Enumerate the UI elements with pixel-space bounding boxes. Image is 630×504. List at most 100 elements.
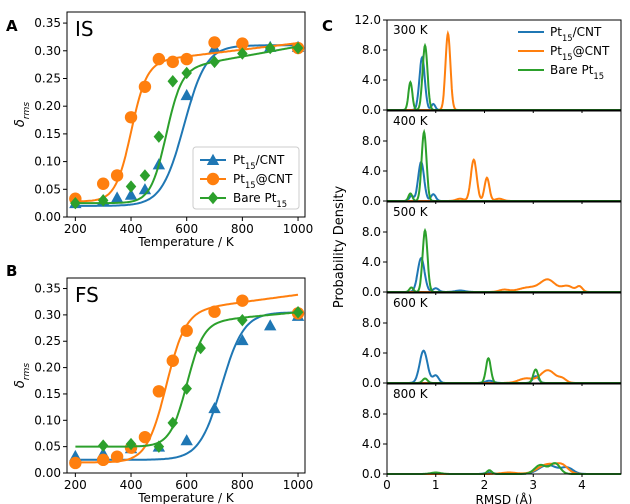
panel-b-data-point bbox=[69, 456, 82, 470]
panel-a-data-point bbox=[138, 80, 152, 93]
rmsd-y-tick-label: 0.0 bbox=[362, 194, 381, 208]
rmsd-temperature-label: 400 K bbox=[393, 114, 429, 128]
rmsd-panel-frame bbox=[386, 110, 622, 202]
panel-a-x-tick-label: 200 bbox=[64, 222, 87, 236]
panel-b-y-tick-label: 0.00 bbox=[34, 466, 61, 480]
panel-b-data-point bbox=[138, 430, 152, 444]
rmsd-y-tick-label: 8.0 bbox=[362, 134, 381, 148]
rmsd-curve bbox=[387, 128, 621, 202]
panel-a-data-point bbox=[70, 196, 81, 210]
panel-b-data-point bbox=[264, 319, 277, 331]
panel-a-data-point bbox=[292, 41, 304, 55]
panel-b-data-point bbox=[153, 440, 165, 453]
panel-b-data-point bbox=[237, 313, 248, 327]
panel-b-data-point bbox=[97, 439, 109, 452]
panel-b-data-point bbox=[208, 305, 221, 318]
rmsd-y-axis-label: Probability Density bbox=[332, 186, 347, 309]
rmsd-x-tick-label: 2 bbox=[481, 478, 489, 492]
rmsd-temperature-label: 300 K bbox=[393, 23, 429, 37]
rmsd-temperature-label: 600 K bbox=[393, 296, 429, 310]
panel-a-y-axis-label: δrms bbox=[13, 102, 32, 128]
panel-b-x-axis-label: Temperature / K bbox=[137, 491, 235, 504]
panel-a-y-tick-label: 0.05 bbox=[34, 182, 61, 196]
panel-a-x-tick-label: 800 bbox=[231, 222, 254, 236]
panel-b-frame bbox=[66, 277, 306, 474]
panel-b-y-tick-label: 0.30 bbox=[34, 308, 61, 322]
rmsd-panel-frame bbox=[386, 292, 622, 384]
panel-b-data-point bbox=[208, 401, 221, 414]
rmsd-curve bbox=[387, 349, 621, 384]
rmsd-curve bbox=[387, 462, 621, 475]
panel-a-inner-title: IS bbox=[75, 17, 94, 41]
panel-a-data-point bbox=[264, 41, 276, 55]
legend-label: Pt15/CNT bbox=[233, 153, 285, 171]
panel-b-data-point bbox=[236, 333, 249, 346]
rmsd-y-tick-label: 0.0 bbox=[362, 103, 381, 117]
legend-label: Pt15@CNT bbox=[233, 172, 293, 190]
rmsd-legend-label: Bare Pt15 bbox=[550, 63, 604, 81]
panel-b-data-point bbox=[236, 294, 249, 307]
panel-a-data-point bbox=[97, 194, 109, 207]
legend-marker bbox=[207, 191, 219, 205]
rmsd-x-tick-label: 4 bbox=[578, 478, 586, 492]
panel-a-data-point bbox=[125, 180, 137, 193]
rmsd-y-tick-label: 8.0 bbox=[362, 407, 381, 421]
panel-b-data-point bbox=[180, 434, 193, 446]
panel-a-frame bbox=[66, 11, 306, 218]
rmsd-curve bbox=[387, 357, 621, 384]
panel-b-y-tick-label: 0.20 bbox=[34, 361, 61, 375]
rmsd-legend-label: Pt15@CNT bbox=[550, 44, 610, 62]
panel-a-data-point bbox=[96, 177, 110, 190]
panel-a-data-point bbox=[209, 55, 220, 69]
panel-a-data-point bbox=[152, 52, 166, 66]
legend-marker bbox=[206, 153, 220, 165]
panel-b-y-tick-label: 0.25 bbox=[34, 334, 61, 348]
panel-a-fit-curve bbox=[75, 44, 298, 207]
rmsd-curve bbox=[387, 160, 621, 202]
panel-b-x-tick-label: 600 bbox=[175, 478, 198, 492]
panel-a-y-tick-label: 0.15 bbox=[34, 127, 61, 141]
panel-a-data-point bbox=[167, 75, 179, 88]
legend-box bbox=[192, 146, 300, 210]
panel-a-data-point bbox=[166, 55, 179, 69]
panel-a-data-point bbox=[236, 37, 249, 50]
panel-a-data-point bbox=[139, 169, 151, 182]
panel-a-x-axis-label: Temperature / K bbox=[137, 235, 235, 249]
panel-a-data-point bbox=[124, 188, 138, 200]
panel-a-x-tick-label: 400 bbox=[120, 222, 143, 236]
rmsd-temperature-label: 500 K bbox=[393, 205, 429, 219]
panel-a-data-point bbox=[237, 47, 248, 60]
rmsd-x-tick-label: 3 bbox=[529, 478, 537, 492]
panel-a-y-tick-label: 0.10 bbox=[34, 155, 61, 169]
rmsd-y-tick-label: 4.0 bbox=[362, 346, 381, 360]
panel-a-data-point bbox=[180, 52, 193, 66]
legend-marker bbox=[206, 172, 220, 186]
rmsd-y-tick-label: 4.0 bbox=[362, 164, 381, 178]
rmsd-y-tick-label: 0.0 bbox=[362, 376, 381, 390]
panel-b-data-point bbox=[96, 453, 110, 467]
panel-b-data-point bbox=[180, 324, 193, 337]
panel-b-x-tick-label: 400 bbox=[120, 478, 143, 492]
panel-b-data-point bbox=[195, 341, 206, 355]
panel-b-data-point bbox=[152, 385, 166, 398]
panel-b-data-point bbox=[181, 382, 192, 395]
rmsd-y-tick-label: 0.0 bbox=[362, 285, 381, 299]
panel-a-data-point bbox=[110, 169, 124, 182]
panel-b-data-point bbox=[166, 354, 179, 367]
panel-a-x-tick-label: 1000 bbox=[283, 222, 314, 236]
panel-b-data-point bbox=[125, 437, 137, 451]
panel-a-y-tick-label: 0.25 bbox=[34, 71, 61, 85]
panel-a-data-point bbox=[110, 191, 124, 203]
rmsd-x-tick-label: 1 bbox=[432, 478, 440, 492]
panel-b-data-point bbox=[110, 450, 124, 463]
rmsd-x-axis-label: RMSD (Å) bbox=[476, 492, 533, 504]
panel-a-data-point bbox=[153, 130, 165, 143]
panel-b-y-axis-label: δrms bbox=[13, 363, 32, 389]
rmsd-y-tick-label: 8.0 bbox=[362, 316, 381, 330]
rmsd-x-tick-label: 0 bbox=[383, 478, 391, 492]
rmsd-y-tick-label: 8.0 bbox=[362, 225, 381, 239]
rmsd-y-tick-label: 12.0 bbox=[354, 13, 381, 27]
panel-a-x-tick-label: 600 bbox=[175, 222, 198, 236]
panel-a-y-tick-label: 0.20 bbox=[34, 99, 61, 113]
